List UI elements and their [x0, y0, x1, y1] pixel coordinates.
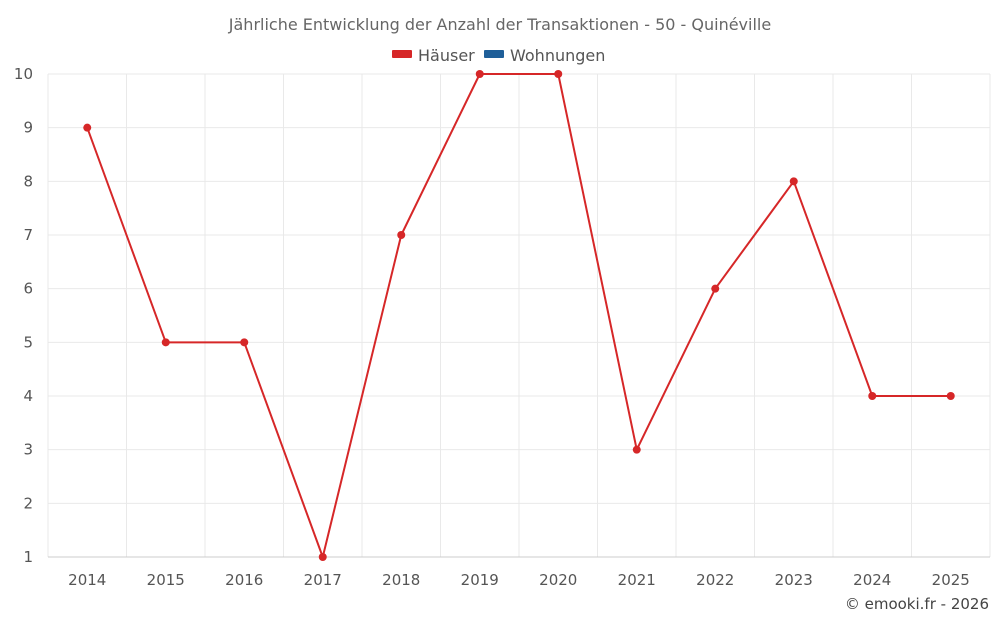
legend-label-wohnungen[interactable]: Wohnungen — [510, 46, 605, 65]
data-point[interactable] — [240, 338, 249, 347]
y-tick-label: 6 — [23, 280, 33, 298]
x-tick-label: 2023 — [775, 571, 813, 589]
series-line — [86, 73, 951, 558]
y-tick-label: 7 — [23, 226, 33, 244]
y-tick-label: 5 — [23, 333, 33, 351]
x-tick-label: 2020 — [539, 571, 577, 589]
x-axis-ticks: 2014 2015 2016 2017 2018 2019 2020 2021 2022 2023… — [68, 571, 970, 589]
y-tick-label: 2 — [23, 494, 33, 512]
data-point[interactable] — [868, 392, 877, 400]
y-axis-ticks: 1 2 3 4 5 6 7 8 9 10 — [14, 65, 33, 566]
legend: Häuser Wohnungen — [392, 46, 605, 65]
data-point[interactable] — [318, 553, 327, 561]
x-tick-label: 2015 — [147, 571, 185, 589]
legend-label-haeuser[interactable]: Häuser — [418, 46, 475, 65]
x-tick-label: 2022 — [696, 571, 734, 589]
x-tick-label: 2018 — [382, 571, 420, 589]
y-tick-label: 9 — [23, 119, 33, 137]
x-tick-label: 2024 — [853, 571, 891, 589]
x-tick-label: 2025 — [932, 571, 970, 589]
x-tick-label: 2017 — [304, 571, 342, 589]
chart-title: Jährliche Entwicklung der Anzahl der Tra… — [228, 15, 771, 34]
data-point[interactable] — [161, 338, 170, 347]
y-tick-label: 3 — [23, 441, 33, 459]
series — [83, 70, 955, 561]
data-point[interactable] — [554, 70, 563, 78]
x-tick-label: 2021 — [618, 571, 656, 589]
grid — [47, 73, 991, 558]
data-point[interactable] — [946, 392, 955, 400]
x-tick-label: 2016 — [225, 571, 263, 589]
copyright-text: © emooki.fr - 2026 — [845, 595, 989, 613]
x-tick-label: 2019 — [461, 571, 499, 589]
data-point[interactable] — [789, 177, 798, 186]
y-tick-label: 4 — [23, 387, 33, 405]
data-point[interactable] — [397, 231, 406, 239]
data-point[interactable] — [475, 70, 484, 78]
x-tick-label: 2014 — [68, 571, 106, 589]
data-point[interactable] — [711, 284, 720, 293]
legend-swatch-wohnungen[interactable] — [484, 50, 504, 58]
legend-swatch-haeuser[interactable] — [392, 50, 412, 58]
y-tick-label: 10 — [14, 65, 33, 83]
y-tick-label: 1 — [23, 548, 33, 566]
data-point[interactable] — [83, 123, 92, 132]
y-tick-label: 8 — [23, 172, 33, 190]
data-point[interactable] — [632, 445, 641, 454]
